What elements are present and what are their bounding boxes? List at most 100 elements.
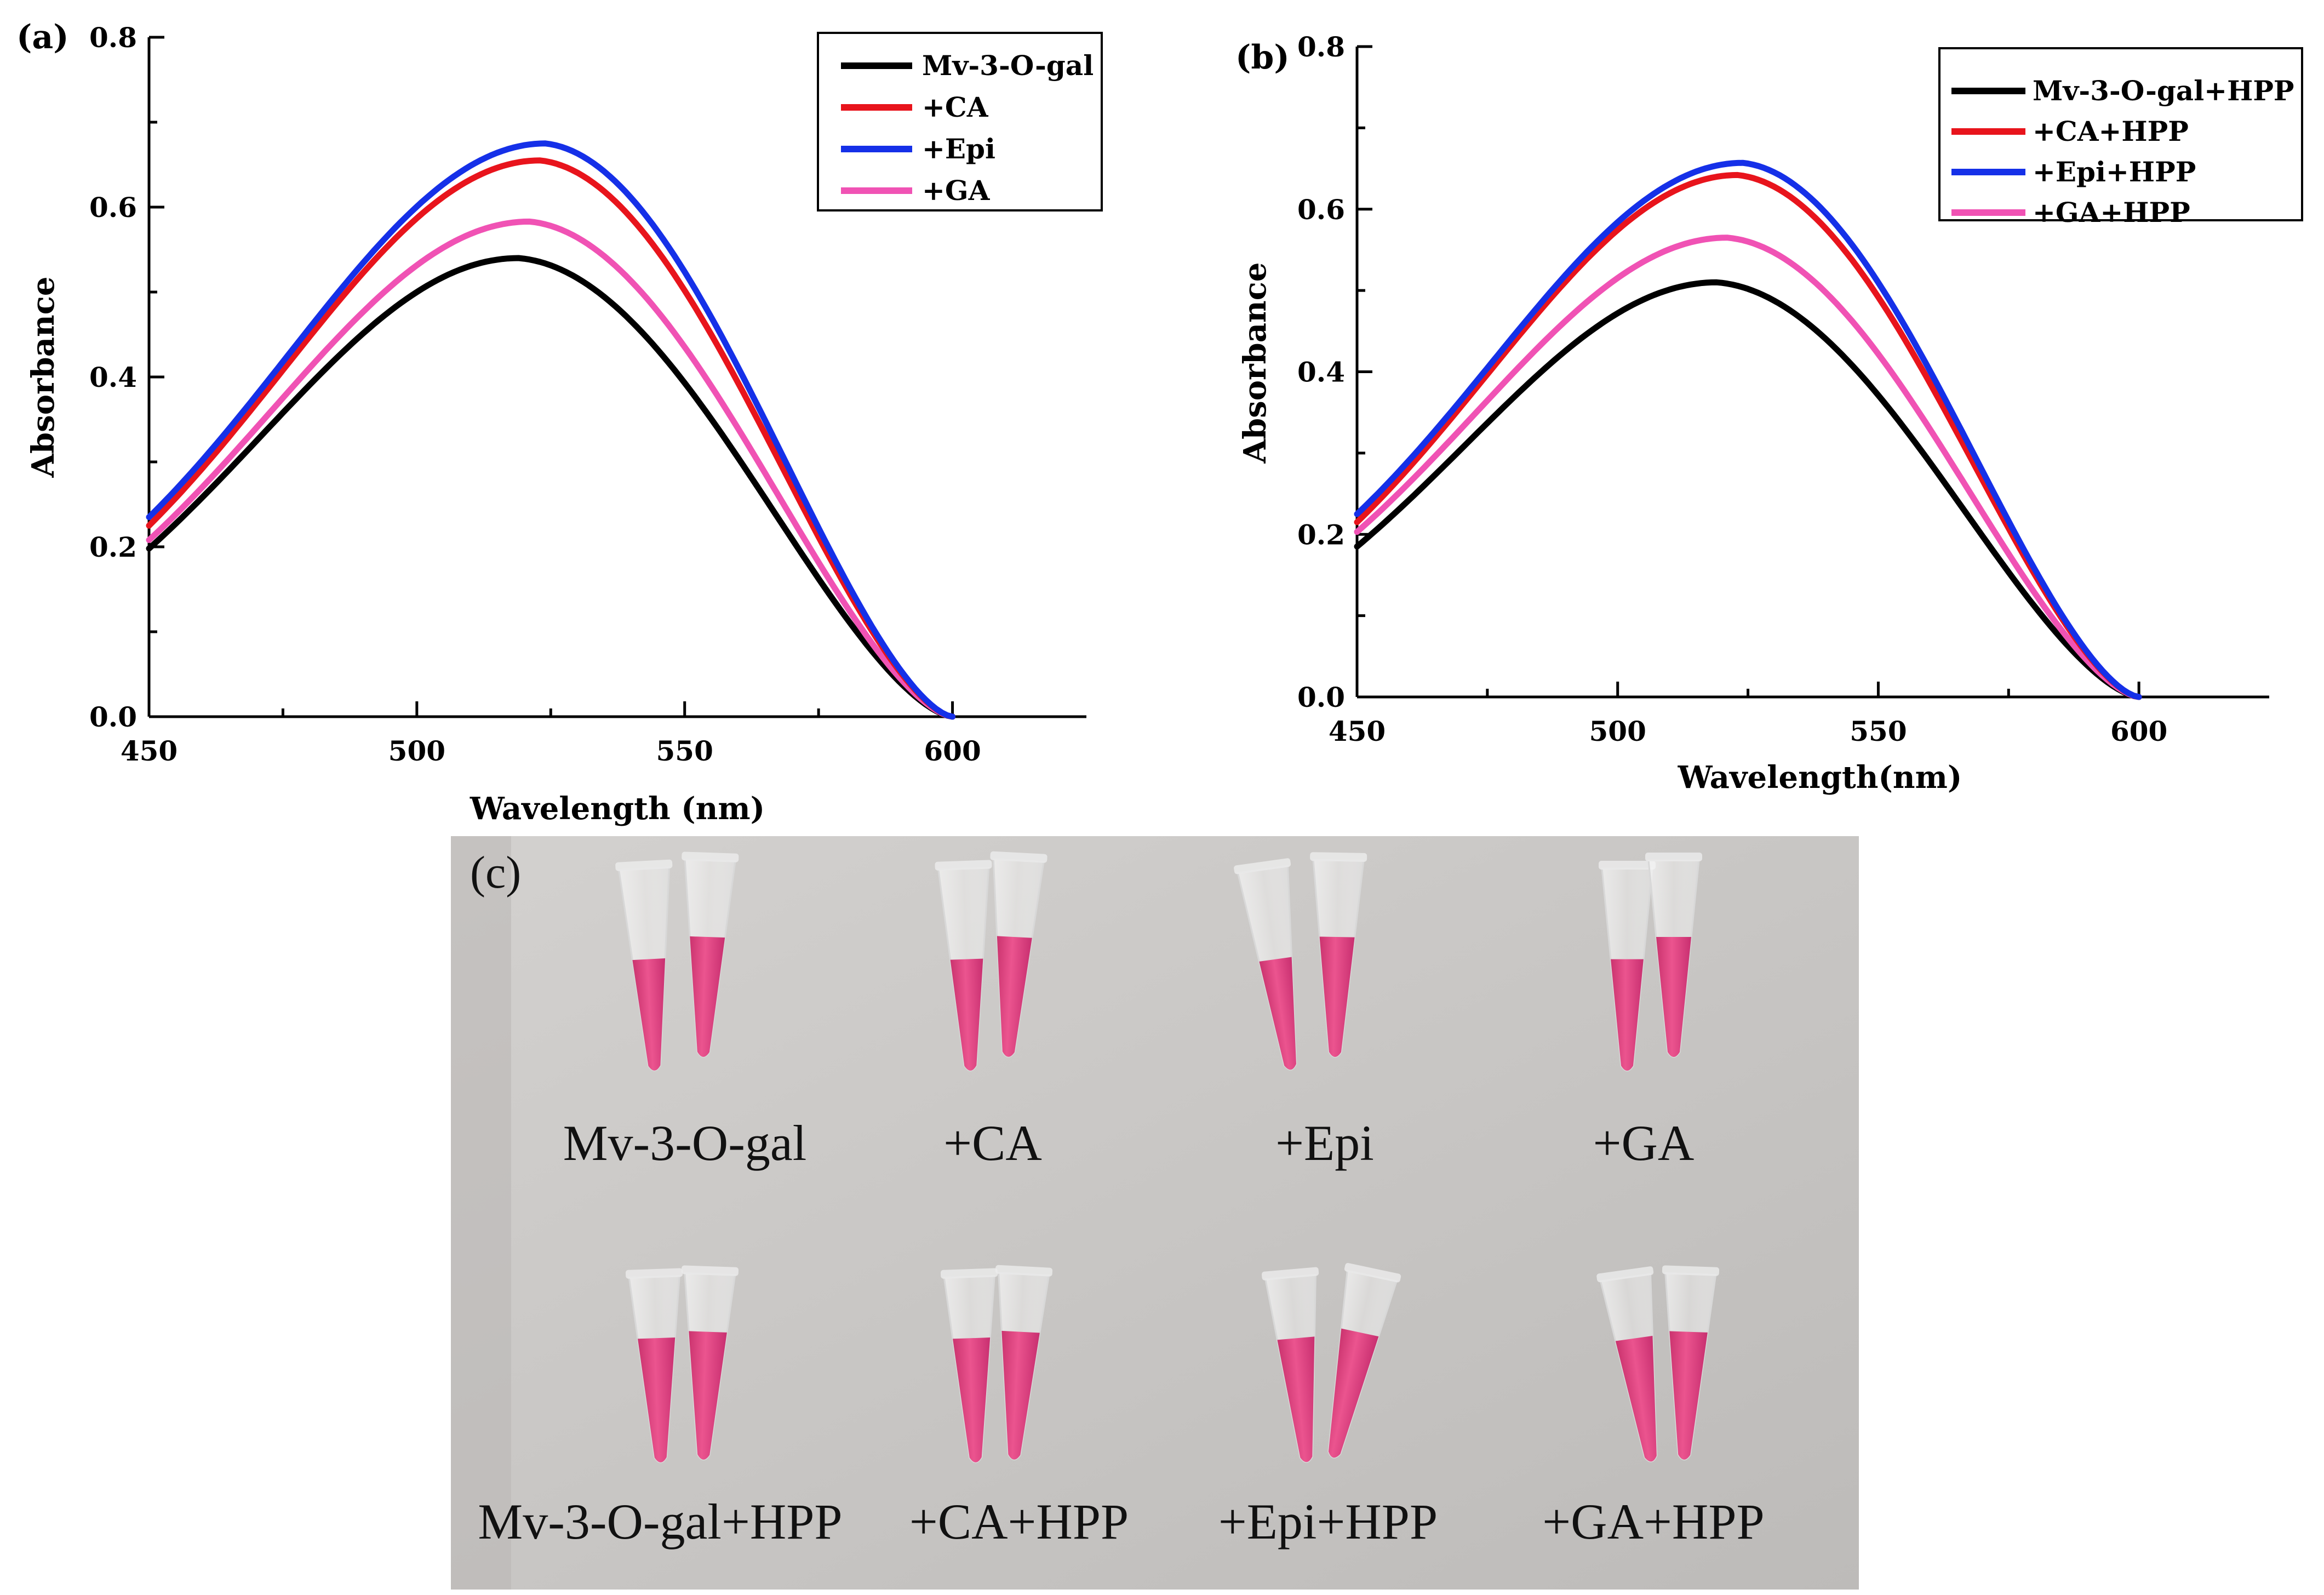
photo-tube-rim [1344,1263,1401,1283]
chart-b-legend: Mv-3-O-gal+HPP +CA+HPP +Epi+HPP +GA+HPP [1938,47,2303,228]
chart-a-y-tick-label: 0.8 [89,21,137,54]
photo-tube-liquid [950,958,983,1071]
photo-tube-liquid [1328,1328,1379,1458]
photo-tube-rim [625,1268,683,1279]
photo-tube-rim [681,1265,739,1276]
photo-tube-rim [682,851,739,862]
photo-tube-liquid [1259,957,1296,1070]
chart-b-y-title: Absorbance [1237,262,1273,464]
chart-a-x-tick-label: 550 [656,735,713,767]
chart-a-series-1-line [146,255,956,720]
chart-b-series [1354,159,2142,700]
photo-tube-liquid [1656,937,1691,1057]
photo-tube-liquid [1001,1330,1040,1460]
panel-a-label: (a) [16,18,69,56]
chart-a-series-3-line [146,140,956,720]
photo-label-row1-4: +GA [1593,1115,1695,1171]
chart-a-series [146,140,956,720]
photo-tube [1662,1265,1720,1461]
photo-label-row2-4: +GA+HPP [1542,1494,1764,1550]
chart-b-y-tick-label: 0.4 [1297,356,1345,388]
photo-tube-rim [615,859,673,871]
photo-tube [1599,861,1656,1072]
panel-b-label: (b) [1235,38,1290,77]
photo-label-row2-2: +CA+HPP [909,1494,1129,1550]
photo-tube [1327,1263,1401,1459]
chart-b-series-3-line [1354,159,2142,700]
chart-b-x-tick-label: 550 [1850,715,1907,747]
photo-tube-rim [1596,1266,1654,1283]
photo-tube-liquid [1615,1335,1657,1462]
chart-a-ticks: 450 500 550 600 0.0 0.2 0.4 0.6 0.8 [89,21,981,767]
photo-tube-liquid [953,1337,991,1462]
photo-tube-liquid [1319,936,1355,1057]
chart-panel-b: (b) 450 500 550 600 0.0 0.2 0.4 0.6 0.8 Waveleng… [1235,31,2303,796]
chart-b-x-tick-label: 450 [1329,715,1386,747]
chart-a-legend-label: +GA [922,174,991,207]
photo-tube-liquid [689,1331,727,1460]
chart-a-y-tick-label: 0.2 [89,531,137,563]
photo-tube [681,1265,739,1461]
photo-labels: Mv-3-O-gal +CA +Epi +GA Mv-3-O-gal+HPP +… [478,1115,1764,1550]
chart-a-y-title: Absorbance [25,277,61,478]
photo-tubes [615,851,1720,1463]
chart-a-legend-label: +CA [922,91,989,123]
photo-shadow-edge [451,836,511,1590]
photo-tube-liquid [1669,1331,1708,1460]
photo-label-row1-1: Mv-3-O-gal [563,1115,807,1171]
photo-tube [1310,852,1367,1058]
photo-tube-liquid [638,1337,676,1462]
chart-a-legend-label: Mv-3-O-gal [922,49,1094,82]
photo-tube-liquid [997,936,1032,1057]
photo-label-row1-2: +CA [943,1115,1042,1171]
photo-tube [682,851,739,1058]
photo-tube [995,1265,1053,1461]
photo-tube [1234,858,1297,1071]
photo-tube [625,1268,683,1463]
photo-tube [1645,853,1702,1058]
photo-tube-rim [1310,852,1367,862]
chart-b-legend-label: +Epi+HPP [2033,156,2196,188]
chart-a-legend-label: +Epi [922,133,995,165]
photo-tube-liquid [1611,959,1644,1071]
chart-b-series-4-line [1354,235,2142,700]
photo-tube-rim [1599,861,1656,870]
photo-tube-rim [1645,853,1702,861]
photo-tube-liquid [690,936,725,1057]
chart-panel-a: (a) 450 500 550 600 0.0 0.2 0.4 0.6 0.8 Waveleng… [16,18,1103,827]
chart-a-y-tick-label: 0.6 [89,191,137,224]
chart-b-y-tick-label: 0.2 [1297,518,1345,551]
chart-b-legend-label: +GA+HPP [2033,196,2190,228]
chart-a-x-tick-label: 450 [121,735,178,767]
chart-b-legend-label: +CA+HPP [2033,115,2189,147]
photo-tube [615,859,673,1072]
photo-tube-rim [995,1265,1053,1277]
chart-b-y-tick-label: 0.0 [1297,681,1345,713]
chart-b-legend-label: Mv-3-O-gal+HPP [2033,75,2294,107]
chart-b-x-tick-label: 600 [2110,715,2167,747]
chart-a-x-tick-label: 500 [388,735,445,767]
photo-tube-rim [1262,1267,1319,1280]
chart-b-x-tick-label: 500 [1589,715,1646,747]
chart-a-series-4-line [146,218,956,720]
photo-label-row1-3: +Epi [1275,1115,1374,1171]
photo-tube-rim [935,860,992,871]
photo-tube-liquid [1277,1336,1315,1462]
photo-panel-label: (c) [470,847,521,898]
photo-label-row2-1: Mv-3-O-gal+HPP [478,1494,842,1550]
photo-panel-c: (c) Mv-3-O-gal +CA +Epi +GA Mv-3-O-gal+H… [451,836,1859,1590]
chart-a-x-tick-label: 600 [924,735,981,767]
photo-tube [940,1268,998,1463]
chart-a-series-2-line [146,157,956,720]
chart-b-series-2-line [1354,171,2142,700]
chart-a-y-tick-label: 0.0 [89,701,137,733]
photo-tube-rim [940,1268,998,1279]
chart-b-x-title: Wavelength(nm) [1678,759,1962,796]
chart-b-ticks: 450 500 550 600 0.0 0.2 0.4 0.6 0.8 [1297,31,2167,747]
chart-b-y-tick-label: 0.6 [1297,193,1345,226]
chart-b-series-1-line [1354,279,2142,700]
photo-label-row2-3: +Epi+HPP [1218,1494,1438,1550]
chart-b-y-tick-label: 0.8 [1297,31,1345,63]
photo-tube [1596,1266,1658,1462]
